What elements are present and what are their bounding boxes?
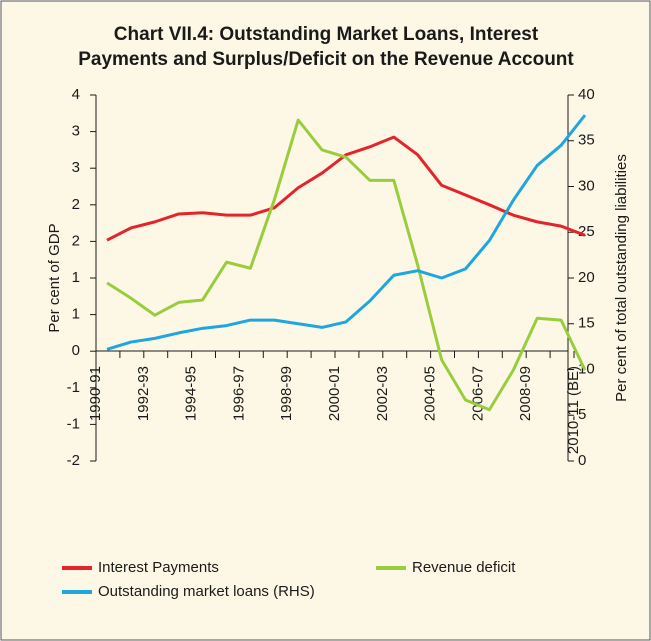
y-tick-label: -1 (67, 379, 80, 396)
x-tick-label: 2010-11 (BE) (565, 366, 582, 454)
y-tick-label: 1 (72, 269, 80, 286)
x-tick-label: 1994-95 (183, 366, 200, 421)
x-tick-label: 1990-91 (87, 366, 104, 421)
y2-tick-label: 5 (578, 406, 586, 423)
y-tick-label: 1 (72, 306, 80, 323)
x-tick-label: 1996-97 (230, 366, 247, 421)
y-tick-label: 3 (72, 123, 80, 140)
y-tick-label: -1 (67, 415, 80, 432)
y-tick-label: 2 (72, 232, 80, 249)
y2-tick-label: 15 (578, 315, 595, 332)
y2-tick-label: 25 (578, 223, 595, 240)
chart-title: Chart VII.4: Outstanding Market Loans, I… (114, 24, 539, 45)
y-tick-label: -2 (67, 452, 80, 469)
legend-label: Outstanding market loans (RHS) (98, 583, 315, 600)
chart-title: Payments and Surplus/Deficit on the Reve… (78, 49, 574, 70)
y2-tick-label: 20 (578, 269, 595, 286)
legend-label: Interest Payments (98, 559, 219, 576)
legend-label: Revenue deficit (412, 559, 516, 576)
series-line (106, 114, 587, 351)
x-tick-label: 2008-09 (517, 366, 534, 421)
x-tick-label: 2002-03 (374, 366, 391, 421)
y-tick-label: 3 (72, 159, 80, 176)
y-tick-label: 2 (72, 196, 80, 213)
x-tick-label: 2006-07 (469, 366, 486, 421)
y-axis-label: Per cent of GDP (46, 223, 63, 332)
x-tick-label: 2000-01 (326, 366, 343, 421)
series-line (106, 118, 587, 412)
y2-tick-label: 40 (578, 86, 595, 103)
y2-axis-label: Per cent of total outstanding liabilitie… (613, 154, 630, 402)
y-tick-label: 0 (72, 342, 80, 359)
x-tick-label: 1998-99 (278, 366, 295, 421)
y2-tick-label: 30 (578, 177, 595, 194)
y-tick-label: 4 (72, 86, 80, 103)
x-tick-label: 1992-93 (135, 366, 152, 421)
y2-tick-label: 35 (578, 132, 595, 149)
x-tick-label: 2004-05 (422, 366, 439, 421)
y2-tick-label: 0 (578, 452, 586, 469)
